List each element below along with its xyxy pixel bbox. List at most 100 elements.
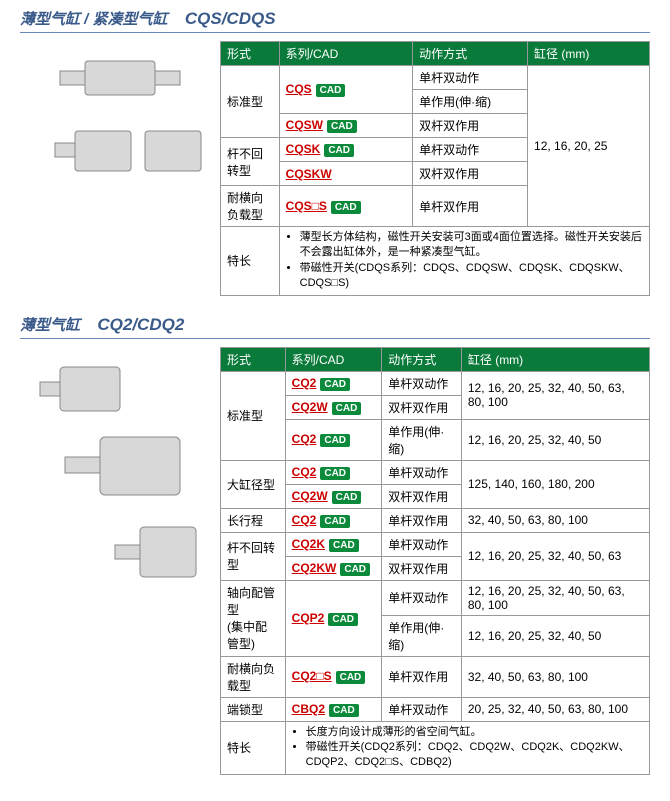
cad-badge[interactable]: CAD (329, 539, 359, 552)
action-cell: 单杆双动作 (382, 371, 462, 395)
form-cell: 标准型 (221, 66, 280, 138)
series-link[interactable]: CQ2W (292, 400, 328, 414)
form-cell: 大缸径型 (221, 460, 286, 508)
series-cell: CQ2KWCAD (285, 556, 382, 580)
action-cell: 单杆双作用 (413, 186, 528, 227)
series-link[interactable]: CQ2 (292, 465, 317, 479)
section-cq2: 薄型气缸 CQ2/CDQ2 形式 系列/CAD (20, 314, 650, 775)
cad-badge[interactable]: CAD (332, 402, 362, 415)
series-cell: CQ2CAD (285, 460, 382, 484)
bore-cell: 12, 16, 20, 25 (528, 66, 650, 227)
series-link[interactable]: CQ2 (292, 376, 317, 390)
th-form: 形式 (221, 42, 280, 66)
cad-badge[interactable]: CAD (327, 120, 357, 133)
action-cell: 单作用(伸·缩) (413, 90, 528, 114)
table-row: 大缸径型CQ2CAD单杆双动作125, 140, 160, 180, 200 (221, 460, 650, 484)
series-link[interactable]: CQS□S (286, 199, 327, 213)
bore-cell: 12, 16, 20, 25, 32, 40, 50 (461, 615, 649, 656)
action-cell: 双杆双作用 (382, 484, 462, 508)
table-row: 轴向配管型(集中配管型)CQP2CAD单杆双动作12, 16, 20, 25, … (221, 580, 650, 615)
series-link[interactable]: CQ2□S (292, 669, 332, 683)
th-bore: 缸径 (mm) (528, 42, 650, 66)
section-cqs: 薄型气缸 / 紧凑型气缸 CQS/CDQS 形式 系 (20, 8, 650, 296)
action-cell: 单杆双动作 (382, 460, 462, 484)
action-cell: 双杆双作用 (413, 114, 528, 138)
action-cell: 双杆双作用 (382, 395, 462, 419)
title-row: 薄型气缸 / 紧凑型气缸 CQS/CDQS (20, 8, 650, 33)
series-link[interactable]: CQ2W (292, 489, 328, 503)
action-cell: 单杆双动作 (413, 66, 528, 90)
table-row: CQ2CAD 单作用(伸·缩)12, 16, 20, 25, 32, 40, 50 (221, 419, 650, 460)
title-row: 薄型气缸 CQ2/CDQ2 (20, 314, 650, 339)
series-cell: CQS□S CAD (279, 186, 412, 227)
series-link[interactable]: CQP2 (292, 611, 325, 625)
cad-badge[interactable]: CAD (320, 515, 350, 528)
action-cell: 单杆双动作 (413, 138, 528, 162)
table-row: 长行程CQ2CAD单杆双作用32, 40, 50, 63, 80, 100 (221, 508, 650, 532)
spec-table-cq2: 形式 系列/CAD 动作方式 缸径 (mm) 标准型CQ2CAD单杆双动作12,… (220, 347, 650, 775)
series-cell: CQ2K CAD (285, 532, 382, 556)
series-cell: CQP2CAD (285, 580, 382, 656)
action-cell: 单杆双动作 (382, 532, 462, 556)
form-cell: 标准型 (221, 371, 286, 460)
cad-badge[interactable]: CAD (340, 563, 370, 576)
bore-cell: 32, 40, 50, 63, 80, 100 (461, 508, 649, 532)
cad-badge[interactable]: CAD (332, 491, 362, 504)
form-cell: 杆不回转型 (221, 532, 286, 580)
series-cell: CQ2CAD (285, 371, 382, 395)
cad-badge[interactable]: CAD (316, 84, 346, 97)
spec-table-cqs: 形式 系列/CAD 动作方式 缸径 (mm) 标准型 CQSCAD 单杆双动作 … (220, 41, 650, 296)
series-link[interactable]: CQSW (286, 118, 323, 132)
feature-content: 长度方向设计成薄形的省空间气缸。带磁性开关(CDQ2系列：CDQ2、CDQ2W、… (285, 721, 649, 774)
form-cell: 耐横向负载型 (221, 186, 280, 227)
cad-badge[interactable]: CAD (320, 434, 350, 447)
series-link[interactable]: CQ2 (292, 513, 317, 527)
title-model: CQS/CDQS (185, 9, 276, 28)
form-cell: 端锁型 (221, 697, 286, 721)
form-cell: 耐横向负载型 (221, 656, 286, 697)
series-link[interactable]: CQSK (286, 142, 321, 156)
form-cell: 杆不回转型 (221, 138, 280, 186)
table-row: 端锁型CBQ2CAD单杆双动作20, 25, 32, 40, 50, 63, 8… (221, 697, 650, 721)
action-cell: 单杆双动作 (382, 580, 462, 615)
series-cell: CQSKCAD (279, 138, 412, 162)
series-link[interactable]: CQ2KW (292, 561, 337, 575)
action-cell: 单杆双动作 (382, 697, 462, 721)
series-cell: CQ2□S CAD (285, 656, 382, 697)
series-cell: CQSKW (279, 162, 412, 186)
product-illustration (20, 41, 220, 191)
series-link[interactable]: CBQ2 (292, 702, 325, 716)
th-series: 系列/CAD (279, 42, 412, 66)
bore-cell: 32, 40, 50, 63, 80, 100 (461, 656, 649, 697)
title-cn: 薄型气缸 / 紧凑型气缸 (20, 11, 168, 28)
cad-badge[interactable]: CAD (329, 704, 359, 717)
action-cell: 双杆双作用 (382, 556, 462, 580)
bore-cell: 12, 16, 20, 25, 32, 40, 50, 63, 80, 100 (461, 580, 649, 615)
cad-badge[interactable]: CAD (328, 613, 358, 626)
series-link[interactable]: CQ2K (292, 537, 325, 551)
bore-cell: 125, 140, 160, 180, 200 (461, 460, 649, 508)
th-form: 形式 (221, 347, 286, 371)
cad-badge[interactable]: CAD (320, 467, 350, 480)
series-link[interactable]: CQ2 (292, 432, 317, 446)
cad-badge[interactable]: CAD (320, 378, 350, 391)
series-link[interactable]: CQS (286, 82, 312, 96)
feature-row: 特长薄型长方体结构，磁性开关安装可3面或4面位置选择。磁性开关安装后不会露出缸体… (221, 227, 650, 296)
title-cn: 薄型气缸 (20, 317, 80, 334)
cad-badge[interactable]: CAD (331, 201, 361, 214)
series-cell: CQ2W CAD (285, 484, 382, 508)
action-cell: 单杆双作用 (382, 508, 462, 532)
action-cell: 单作用(伸·缩) (382, 419, 462, 460)
th-series: 系列/CAD (285, 347, 382, 371)
series-cell: CQ2W CAD (285, 395, 382, 419)
action-cell: 单作用(伸·缩) (382, 615, 462, 656)
product-illustration (20, 347, 220, 597)
feature-row: 特长长度方向设计成薄形的省空间气缸。带磁性开关(CDQ2系列：CDQ2、CDQ2… (221, 721, 650, 774)
feature-label: 特长 (221, 721, 286, 774)
title-model: CQ2/CDQ2 (97, 315, 184, 334)
series-link[interactable]: CQSKW (286, 167, 332, 181)
series-cell: CBQ2 CAD (285, 697, 382, 721)
cad-badge[interactable]: CAD (336, 671, 366, 684)
cad-badge[interactable]: CAD (324, 144, 354, 157)
bore-cell: 12, 16, 20, 25, 32, 40, 50 (461, 419, 649, 460)
